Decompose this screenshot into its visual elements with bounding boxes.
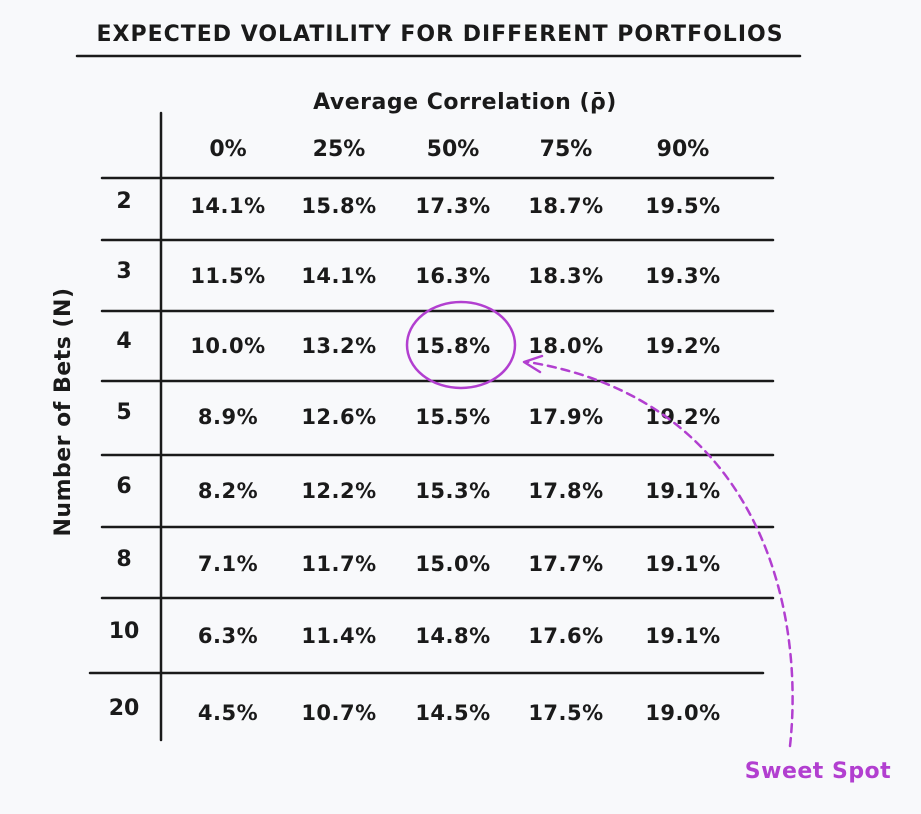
table-cell: 14.8% bbox=[415, 624, 490, 648]
table-cell: 12.2% bbox=[301, 479, 376, 503]
row-header: 6 bbox=[116, 474, 131, 499]
table-cell: 17.6% bbox=[528, 624, 603, 648]
y-axis-title: Number of Bets (N) bbox=[51, 287, 76, 536]
table-cell: 14.1% bbox=[301, 264, 376, 288]
table-cell: 19.0% bbox=[645, 701, 720, 725]
sweet-spot-label: Sweet Spot bbox=[745, 759, 891, 784]
table-cell: 11.7% bbox=[301, 552, 376, 576]
row-header: 8 bbox=[116, 547, 131, 572]
table-cell: 17.5% bbox=[528, 701, 603, 725]
value-cells: 14.1% 15.8% 17.3% 18.7% 19.5% 11.5% 14.1% 16.3%… bbox=[190, 194, 720, 725]
table-cell: 11.5% bbox=[190, 264, 265, 288]
sweet-spot-arrow bbox=[526, 360, 794, 748]
table-cell: 15.8% bbox=[301, 194, 376, 218]
sweet-spot-arrowhead bbox=[522, 354, 544, 374]
table-cell: 19.2% bbox=[645, 405, 720, 429]
row-header: 4 bbox=[116, 329, 131, 354]
table-cell: 19.1% bbox=[645, 552, 720, 576]
table-cell: 19.2% bbox=[645, 334, 720, 358]
x-axis-title: Average Correlation (ρ̄) bbox=[313, 90, 617, 115]
table-cell: 17.9% bbox=[528, 405, 603, 429]
row-header: 3 bbox=[116, 259, 131, 284]
table-cell: 19.1% bbox=[645, 479, 720, 503]
sweet-spot-circle bbox=[405, 300, 517, 390]
table-cell: 14.1% bbox=[190, 194, 265, 218]
table-cell: 4.5% bbox=[198, 701, 258, 725]
row-header: 5 bbox=[116, 400, 131, 425]
table-cell: 19.3% bbox=[645, 264, 720, 288]
table-cell: 12.6% bbox=[301, 405, 376, 429]
row-header: 2 bbox=[116, 189, 131, 214]
table-cell: 13.2% bbox=[301, 334, 376, 358]
table-cell: 19.5% bbox=[645, 194, 720, 218]
table-cell: 18.7% bbox=[528, 194, 603, 218]
table-cell: 11.4% bbox=[301, 624, 376, 648]
table-cell: 18.3% bbox=[528, 264, 603, 288]
column-header: 75% bbox=[540, 137, 593, 162]
table-cell: 8.2% bbox=[198, 479, 258, 503]
table-cell: 15.5% bbox=[415, 405, 490, 429]
table-cell: 8.9% bbox=[198, 405, 258, 429]
table-cell: 19.1% bbox=[645, 624, 720, 648]
table-cell: 17.7% bbox=[528, 552, 603, 576]
table-cell: 15.3% bbox=[415, 479, 490, 503]
table-cell: 15.8% bbox=[415, 334, 490, 358]
column-header: 25% bbox=[313, 137, 366, 162]
table-cell: 18.0% bbox=[528, 334, 603, 358]
row-dividers bbox=[88, 176, 775, 675]
table-cell: 10.0% bbox=[190, 334, 265, 358]
column-headers: 0% 25% 50% 75% 90% bbox=[209, 137, 709, 162]
row-header: 10 bbox=[109, 619, 140, 644]
table-cell: 17.8% bbox=[528, 479, 603, 503]
table-cell: 17.3% bbox=[415, 194, 490, 218]
table-cell: 16.3% bbox=[415, 264, 490, 288]
table-cell: 14.5% bbox=[415, 701, 490, 725]
column-header: 50% bbox=[427, 137, 480, 162]
row-headers: 2 3 4 5 6 8 10 20 bbox=[109, 189, 140, 721]
table-cell: 15.0% bbox=[415, 552, 490, 576]
column-header: 0% bbox=[209, 137, 246, 162]
row-header: 20 bbox=[109, 696, 140, 721]
table-cell: 7.1% bbox=[198, 552, 258, 576]
table-cell: 6.3% bbox=[198, 624, 258, 648]
column-header: 90% bbox=[657, 137, 710, 162]
table-cell: 10.7% bbox=[301, 701, 376, 725]
chart-title: EXPECTED VOLATILITY FOR DIFFERENT PORTFO… bbox=[96, 22, 783, 47]
